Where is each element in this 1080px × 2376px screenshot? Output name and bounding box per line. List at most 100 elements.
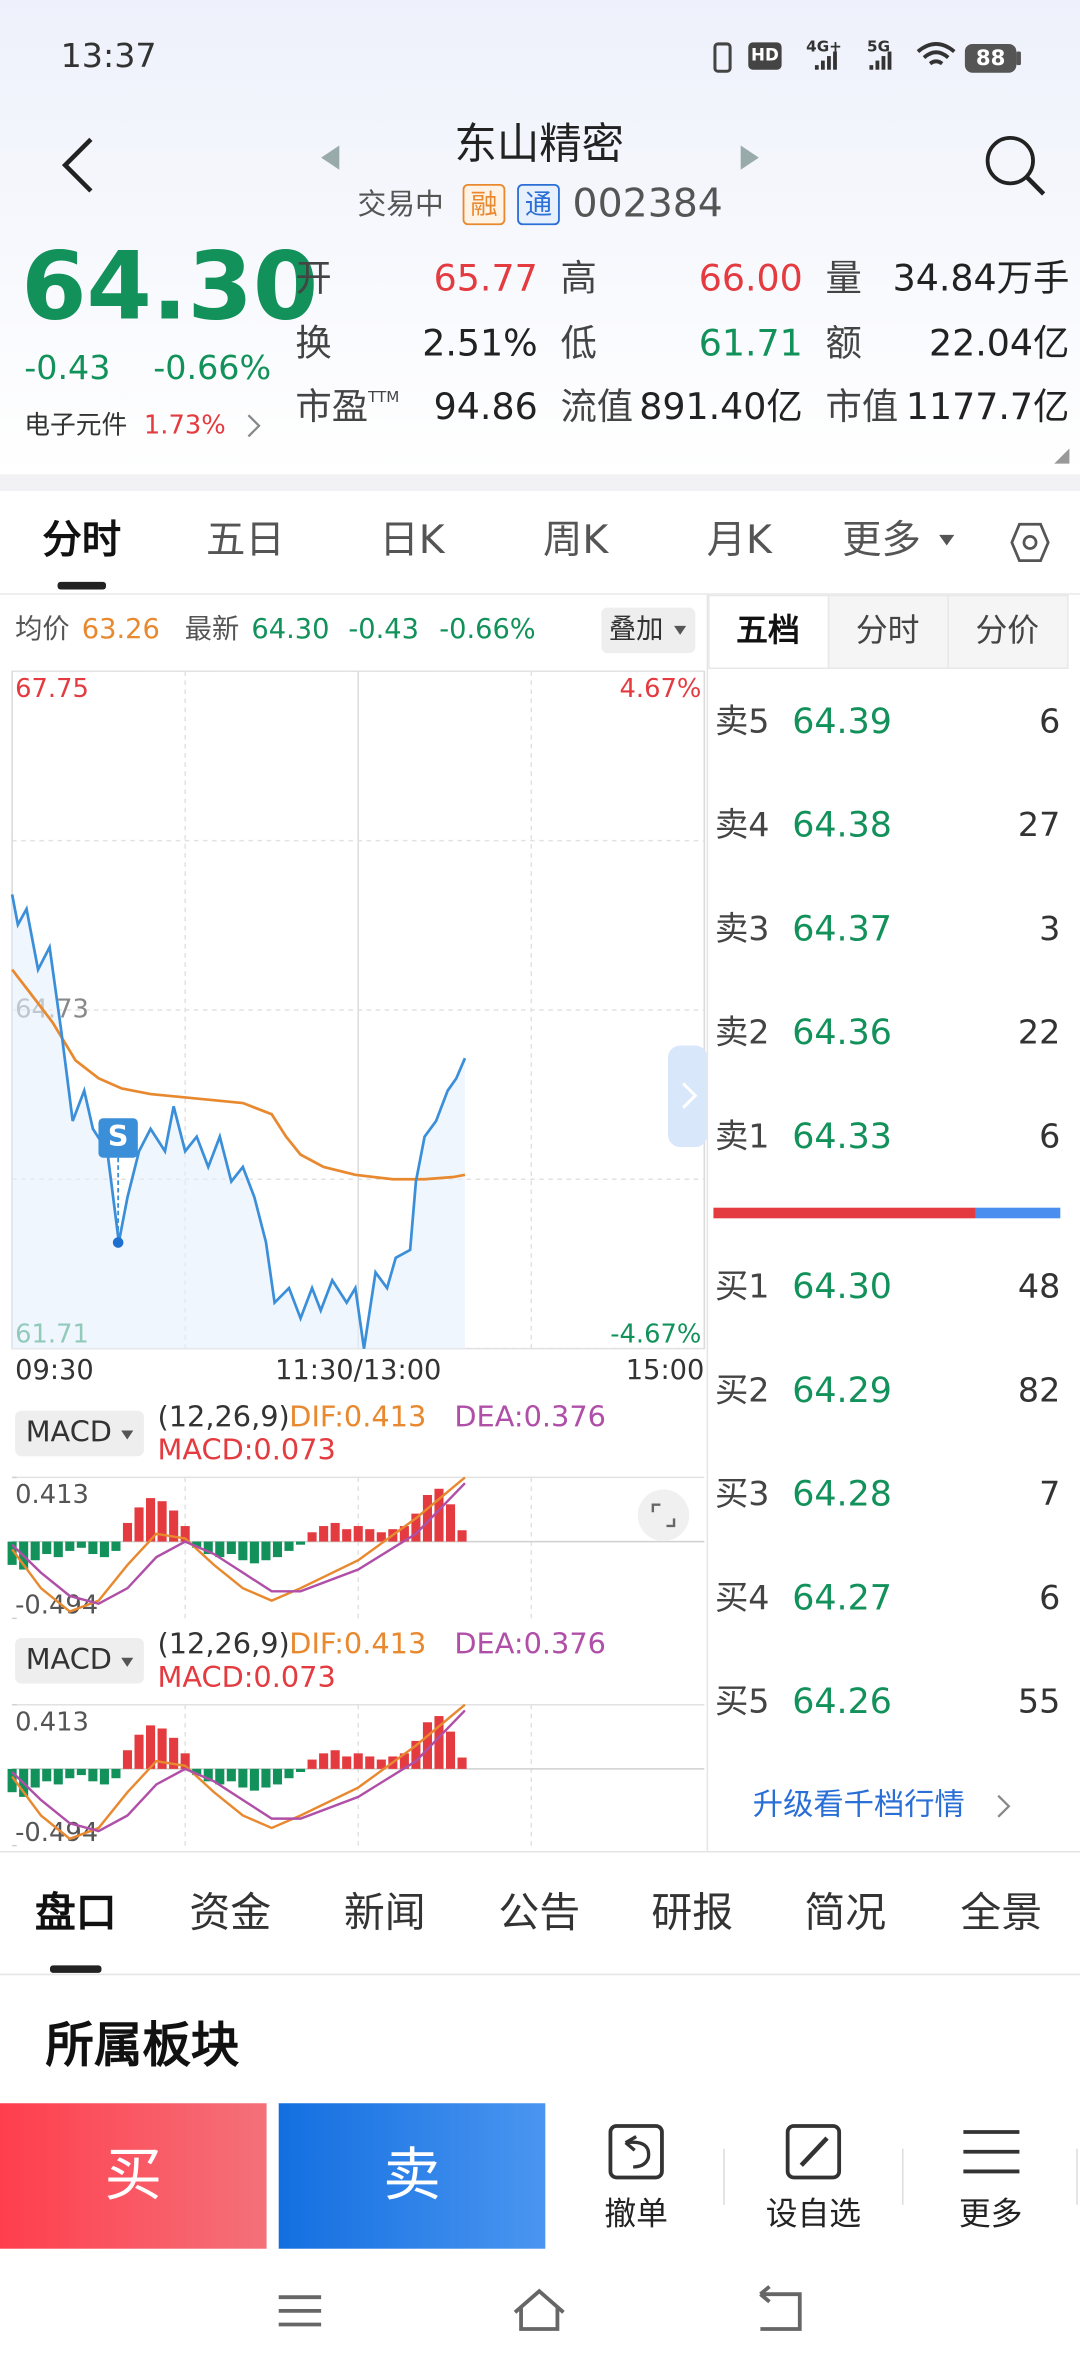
panel-expand[interactable] bbox=[637, 1489, 690, 1542]
chart-tab[interactable]: 五日 bbox=[206, 517, 285, 563]
book-level: 买2 bbox=[715, 1370, 770, 1409]
book-level: 卖4 bbox=[715, 805, 770, 844]
tool-label[interactable]: 更多 bbox=[959, 2194, 1023, 2232]
book-level: 卖5 bbox=[715, 701, 770, 740]
macd-bar bbox=[284, 1541, 294, 1551]
more-caret bbox=[939, 534, 955, 546]
indicator-caret bbox=[121, 1657, 134, 1667]
sell-label[interactable]: 卖 bbox=[383, 2142, 441, 2209]
macd-bar bbox=[111, 1541, 121, 1551]
signal-dot bbox=[112, 1237, 124, 1248]
chart-tab[interactable]: 月K bbox=[707, 517, 773, 563]
stat-label-text: 高 bbox=[560, 256, 596, 299]
nav-home[interactable] bbox=[513, 2288, 565, 2331]
sector-change: 1.73% bbox=[144, 410, 226, 440]
book-level: 买1 bbox=[715, 1267, 770, 1306]
watch-icon[interactable] bbox=[785, 2124, 842, 2180]
indicator-button[interactable]: MACD bbox=[26, 1642, 112, 1676]
upgrade-link[interactable]: 升级看千档行情 bbox=[753, 1788, 965, 1823]
chart-tab[interactable]: 周K bbox=[543, 517, 609, 563]
macd-bar bbox=[342, 1756, 352, 1769]
book-price: 64.30 bbox=[792, 1267, 892, 1307]
macd-bar bbox=[203, 1541, 213, 1555]
info-tab[interactable]: 公告 bbox=[498, 1888, 580, 1936]
last-value: 64.30 bbox=[251, 614, 329, 645]
book-volume: 3 bbox=[1039, 909, 1060, 948]
macd-bar bbox=[76, 1541, 86, 1548]
stat-label: 换 bbox=[295, 321, 331, 364]
chart-tab[interactable]: 更多 bbox=[842, 517, 921, 563]
sell-button[interactable] bbox=[278, 2103, 546, 2249]
battery-tip bbox=[1016, 51, 1021, 66]
book-volume: 6 bbox=[1039, 1116, 1060, 1155]
y-tick-label: 0.413 bbox=[15, 1707, 89, 1737]
chart-tab[interactable]: 分时 bbox=[42, 517, 121, 563]
macd-bar bbox=[307, 1532, 317, 1542]
signal-badge[interactable] bbox=[98, 1118, 138, 1158]
hd-badge bbox=[748, 42, 782, 70]
macd-bar bbox=[249, 1541, 259, 1564]
stat-label-text: 量 bbox=[826, 256, 862, 299]
macd-bar bbox=[215, 1768, 225, 1785]
macd-bar bbox=[122, 1750, 133, 1769]
cancel-icon[interactable] bbox=[608, 2124, 664, 2180]
macd-bar bbox=[65, 1768, 75, 1779]
macd-bar bbox=[411, 1740, 421, 1769]
book-level: 卖3 bbox=[715, 909, 770, 948]
next-stock[interactable] bbox=[740, 145, 759, 170]
macd-bar bbox=[445, 1731, 456, 1769]
macd-bar bbox=[399, 1753, 409, 1769]
stat-label: 额 bbox=[826, 321, 862, 364]
macd-bar bbox=[53, 1541, 63, 1558]
dea-line bbox=[11, 1709, 466, 1833]
macd-bar bbox=[146, 1498, 156, 1542]
last-label: 最新 bbox=[185, 614, 240, 645]
settings-button[interactable] bbox=[1010, 522, 1050, 563]
info-tab[interactable]: 全景 bbox=[960, 1888, 1042, 1936]
macd-bar bbox=[169, 1510, 179, 1542]
stat-value: 66.00 bbox=[699, 256, 803, 299]
info-tab[interactable]: 盘口 bbox=[35, 1888, 117, 1936]
indicator-button-bg[interactable] bbox=[15, 1410, 144, 1457]
sector-name[interactable]: 电子元件 bbox=[24, 410, 127, 440]
macd-bar bbox=[65, 1541, 75, 1551]
signal-bar bbox=[881, 56, 886, 70]
macd-bar bbox=[365, 1756, 375, 1769]
side-expand[interactable] bbox=[667, 1045, 708, 1148]
price-change: -0.43 bbox=[24, 348, 110, 387]
battery bbox=[964, 43, 1017, 73]
chart-tab[interactable]: 日K bbox=[379, 517, 445, 563]
book-tab-bg[interactable] bbox=[947, 594, 1069, 670]
info-tab[interactable]: 新闻 bbox=[344, 1888, 426, 1936]
dea-line bbox=[11, 1482, 466, 1606]
macd-bar bbox=[330, 1522, 340, 1542]
stat-label: 量 bbox=[826, 256, 862, 299]
book-price: 64.39 bbox=[792, 702, 892, 742]
info-tab[interactable]: 简况 bbox=[804, 1888, 886, 1936]
buy-button[interactable] bbox=[0, 2103, 267, 2249]
book-tab[interactable]: 分时 bbox=[856, 611, 920, 649]
buy-label[interactable]: 买 bbox=[105, 2142, 163, 2209]
macd-bar bbox=[319, 1753, 329, 1769]
book-tab[interactable]: 五档 bbox=[736, 611, 800, 649]
tool-label[interactable]: 撤单 bbox=[604, 2194, 668, 2232]
macd-bar bbox=[203, 1768, 213, 1782]
overlay-button[interactable]: 叠加 bbox=[609, 614, 664, 645]
tool-label[interactable]: 设自选 bbox=[766, 2194, 861, 2232]
nav-back[interactable] bbox=[759, 2285, 802, 2331]
book-tab[interactable]: 分价 bbox=[975, 611, 1039, 649]
stat-value: 94.86 bbox=[434, 385, 538, 428]
indicator-caret bbox=[121, 1430, 134, 1440]
book-tab-bg[interactable] bbox=[827, 594, 949, 670]
indicator-button[interactable]: MACD bbox=[26, 1414, 112, 1448]
search-button[interactable] bbox=[985, 135, 1035, 186]
prev-stock[interactable] bbox=[321, 145, 340, 170]
info-tab[interactable]: 资金 bbox=[189, 1888, 271, 1936]
book-price: 64.27 bbox=[792, 1578, 892, 1618]
book-volume: 6 bbox=[1039, 1578, 1060, 1617]
overlay-button-bg[interactable] bbox=[601, 607, 696, 654]
info-tab[interactable]: 研报 bbox=[651, 1888, 733, 1936]
back-button[interactable] bbox=[61, 137, 93, 193]
indicator-button-bg[interactable] bbox=[15, 1638, 144, 1684]
book-tab-bg[interactable] bbox=[708, 594, 830, 670]
